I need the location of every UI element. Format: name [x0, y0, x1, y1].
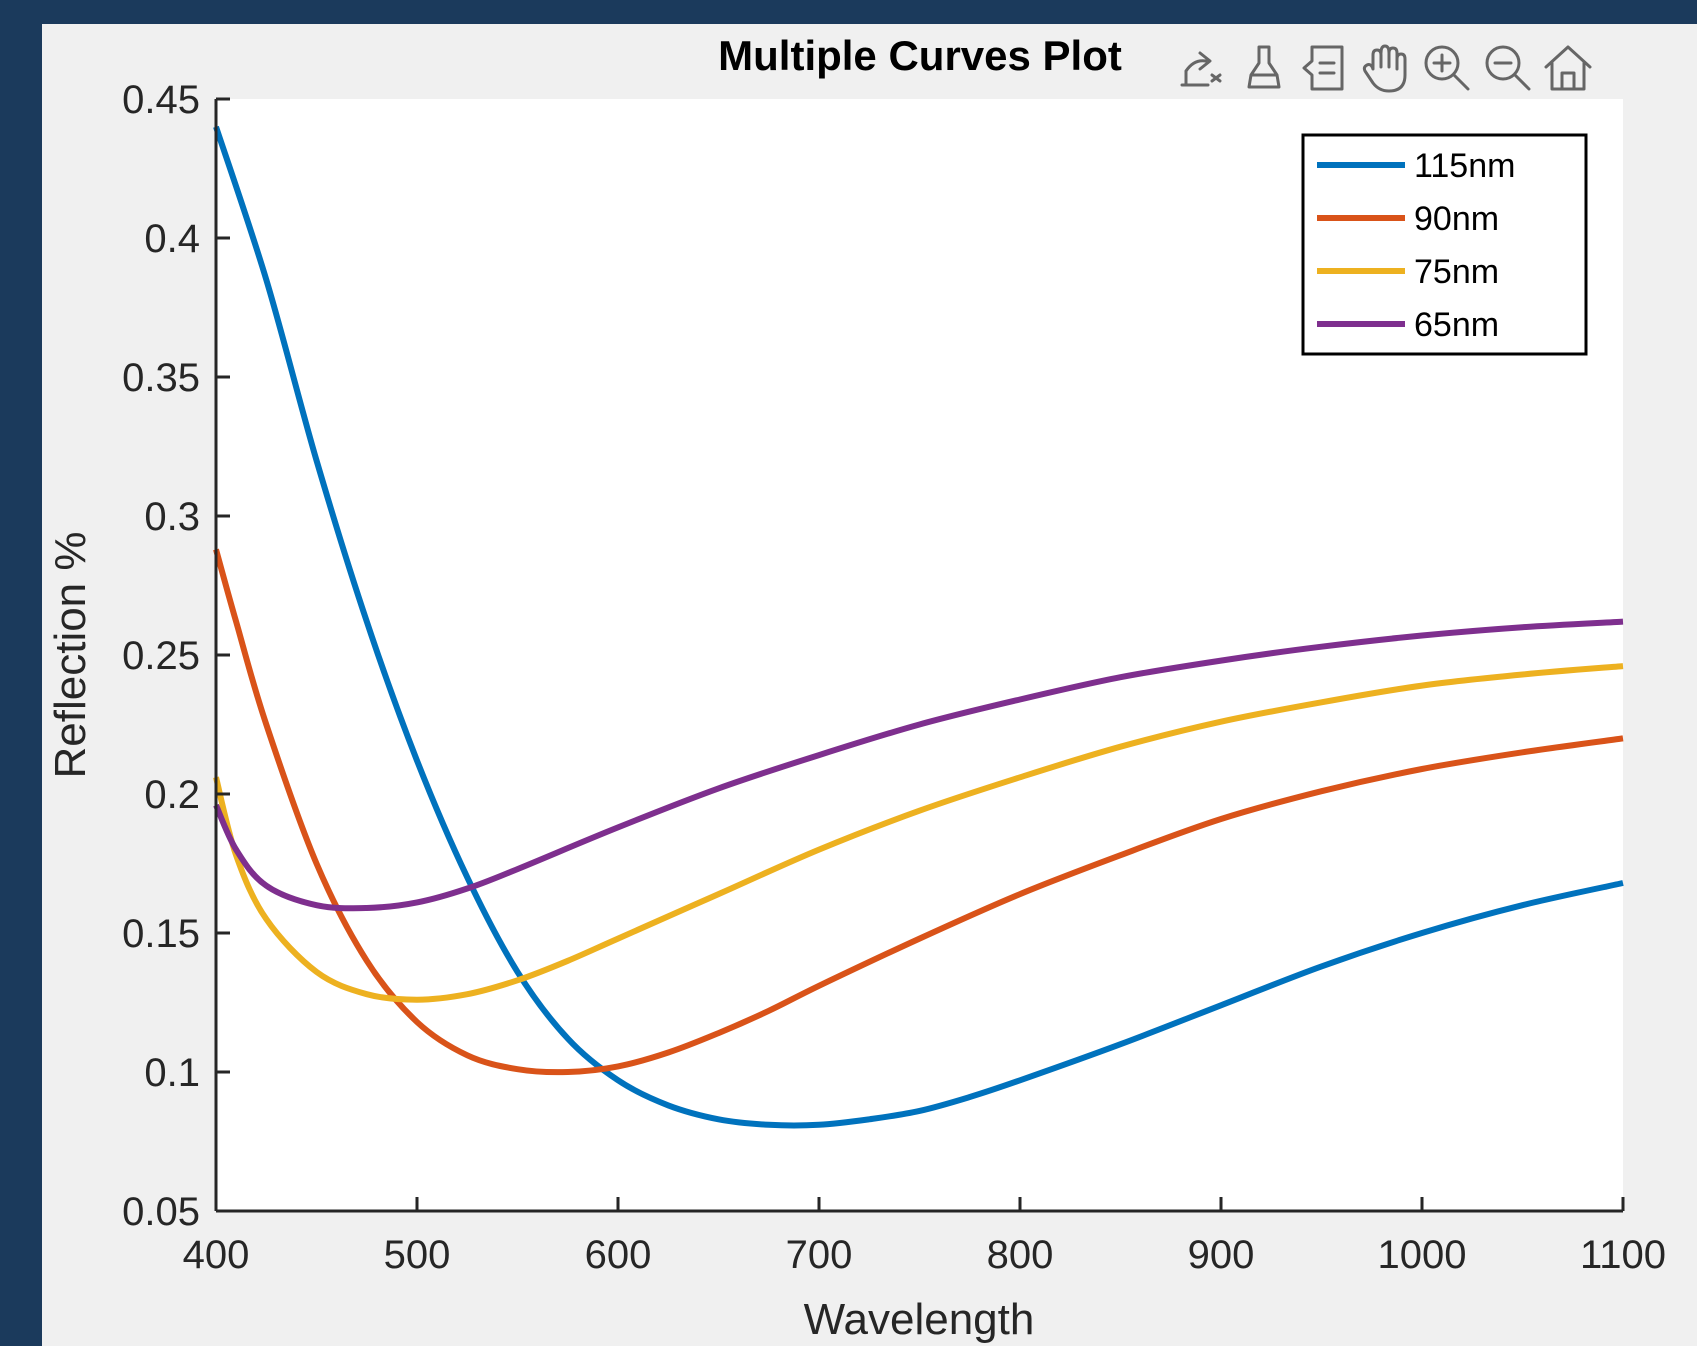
series-line-90nm: [213, 548, 1624, 1076]
y-tick-label: 0.45: [122, 78, 200, 122]
x-tick-label: 700: [786, 1233, 853, 1277]
x-tick-label: 800: [987, 1233, 1054, 1277]
legend-label: 65nm: [1414, 306, 1499, 344]
x-axis-title: Wavelength: [804, 1295, 1035, 1344]
home-icon[interactable]: [1542, 41, 1596, 95]
brush-icon[interactable]: [1237, 41, 1291, 95]
legend: 115nm 90nm 75nm 65nm: [1301, 133, 1588, 356]
zoom-out-icon[interactable]: [1481, 41, 1535, 95]
y-tick-label: 0.1: [144, 1051, 200, 1095]
legend-label: 115nm: [1414, 147, 1515, 185]
x-tick-label: 500: [384, 1233, 451, 1277]
figure-window: 400 500 600 700 800 900 1000 1100 0.05 0.1 0.15 0.…: [42, 24, 1697, 1346]
zoom-in-icon[interactable]: [1420, 41, 1474, 95]
series-layer: [213, 125, 1624, 1129]
y-tick-label: 0.3: [144, 495, 200, 539]
legend-box: [1301, 133, 1588, 356]
series-line-75nm: [213, 663, 1624, 1003]
x-tick-label: 400: [183, 1233, 250, 1277]
y-tick-label: 0.15: [122, 912, 200, 956]
y-tick-label: 0.05: [122, 1190, 200, 1234]
chart-svg: 400 500 600 700 800 900 1000 1100 0.050.10.150.…: [46, 32, 1666, 1344]
data-tips-icon[interactable]: [1298, 41, 1352, 95]
legend-label: 90nm: [1414, 200, 1499, 238]
figure-toolbar: [1176, 41, 1596, 95]
x-tick-label: 1000: [1378, 1233, 1467, 1277]
export-icon[interactable]: [1176, 41, 1230, 95]
series-line-65nm: [213, 618, 1624, 912]
x-ticks: 400 500 600 700 800 900 1000 1100: [183, 1197, 1666, 1277]
legend-entries: 115nm 90nm 75nm 65nm: [1317, 147, 1515, 344]
y-tick-label: 0.2: [144, 773, 200, 817]
y-ticks: 0.05 0.1 0.15 0.2 0.25 0.3 0.35 0.4 0.45: [122, 78, 230, 1234]
series-line-115nm: [213, 125, 1624, 1129]
x-tick-label: 1100: [1580, 1233, 1666, 1277]
y-tick-label: 0.25: [122, 634, 200, 678]
chart-title: Multiple Curves Plot: [718, 32, 1122, 79]
legend-label: 75nm: [1414, 253, 1499, 291]
y-tick-label: 0.4: [144, 217, 200, 261]
y-axis-title: Reflection %: [46, 531, 95, 778]
pan-hand-icon[interactable]: [1359, 41, 1413, 95]
x-tick-label: 900: [1188, 1233, 1255, 1277]
y-tick-label: 0.35: [122, 356, 200, 400]
x-tick-label: 600: [585, 1233, 652, 1277]
